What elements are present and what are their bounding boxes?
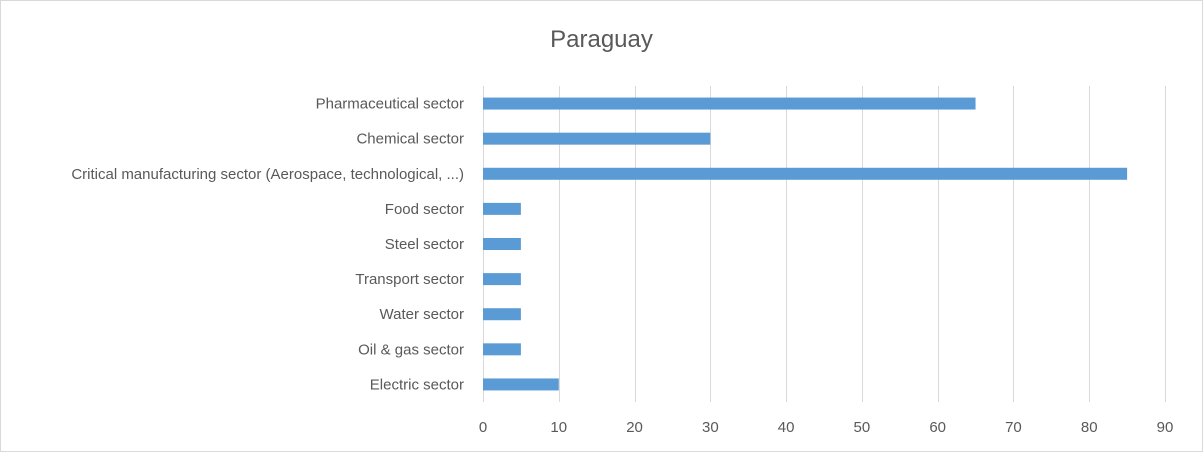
- category-labels: Pharmaceutical sector Chemical sector Crit…: [71, 96, 464, 394]
- bar: [483, 378, 559, 391]
- x-tick-label: 20: [626, 419, 643, 436]
- category-label: Food sector: [385, 201, 464, 218]
- x-tick-label: 70: [1005, 419, 1022, 436]
- category-label: Pharmaceutical sector: [316, 96, 464, 113]
- chart-title: Paraguay: [550, 26, 653, 53]
- x-axis-tick-labels: 0 10 20 30 40 50 60 70 80 90: [479, 419, 1174, 436]
- bar: [483, 343, 521, 356]
- category-label: Steel sector: [385, 236, 464, 253]
- bar: [483, 308, 521, 321]
- x-tick-label: 30: [702, 419, 719, 436]
- category-label: Water sector: [380, 306, 464, 323]
- category-label: Critical manufacturing sector (Aerospace…: [71, 166, 464, 183]
- bar: [483, 273, 521, 286]
- x-tick-label: 60: [929, 419, 946, 436]
- x-tick-label: 80: [1081, 419, 1098, 436]
- bar: [483, 97, 976, 110]
- bar: [483, 132, 711, 145]
- category-label: Transport sector: [355, 271, 464, 288]
- bar: [483, 167, 1128, 180]
- bars: [483, 97, 1128, 391]
- category-label: Electric sector: [370, 376, 464, 393]
- x-tick-label: 90: [1157, 419, 1174, 436]
- category-label: Oil & gas sector: [358, 341, 464, 358]
- grid-lines: [483, 86, 1166, 402]
- x-tick-label: 0: [479, 419, 487, 436]
- bar: [483, 238, 521, 250]
- x-tick-label: 10: [550, 419, 567, 436]
- x-tick-label: 50: [854, 419, 871, 436]
- x-tick-label: 40: [778, 419, 795, 436]
- category-label: Chemical sector: [356, 131, 464, 148]
- bar: [483, 202, 521, 215]
